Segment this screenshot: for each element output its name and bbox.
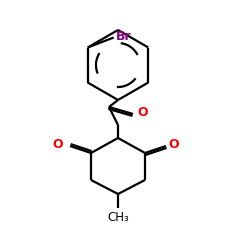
Text: O: O bbox=[168, 138, 178, 150]
Text: O: O bbox=[52, 138, 62, 150]
Text: CH₃: CH₃ bbox=[107, 211, 129, 224]
Text: Br: Br bbox=[116, 30, 131, 43]
Text: O: O bbox=[137, 106, 147, 120]
